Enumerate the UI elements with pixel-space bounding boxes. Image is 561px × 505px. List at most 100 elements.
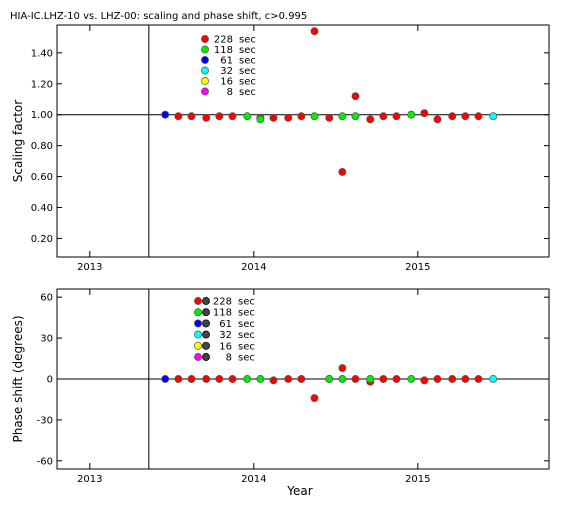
data-point [351, 112, 360, 121]
legend-marker [201, 56, 209, 64]
data-point [489, 112, 498, 121]
x-tick-label: 2015 [405, 262, 430, 273]
legend-marker [201, 66, 209, 75]
data-point [202, 375, 211, 383]
legend-marker-dark [202, 297, 210, 305]
data-point [433, 115, 442, 124]
data-point [379, 375, 388, 383]
y-tick-label: 0.40 [31, 203, 53, 214]
data-point [461, 112, 470, 121]
legend-label: 16 [220, 77, 233, 88]
legend-marker [201, 77, 209, 85]
legend-marker [194, 319, 202, 328]
y-tick-label: 0.60 [31, 172, 53, 183]
data-point [187, 375, 196, 383]
x-tick-label: 2014 [241, 474, 266, 485]
chart-title: HIA-IC.LHZ-10 vs. LHZ-00: scaling and ph… [10, 11, 307, 22]
data-point [420, 376, 429, 385]
legend-marker-dark [202, 353, 210, 361]
data-point [297, 375, 306, 383]
data-point [407, 375, 416, 383]
x-tick-label: 2015 [405, 474, 430, 485]
data-point [284, 113, 293, 122]
legend-label: 118 [213, 308, 232, 319]
data-point [433, 375, 442, 383]
legend-marker-dark [202, 330, 210, 339]
data-point [420, 109, 429, 118]
data-point [338, 112, 347, 121]
x-tick-label: 2013 [77, 474, 102, 485]
legend-unit: sec [239, 45, 256, 56]
data-point [325, 375, 334, 383]
data-point [187, 112, 196, 121]
data-point [202, 113, 211, 122]
y-axis-label: Phase shift (degrees) [11, 315, 25, 442]
phase-shift-panel: -60 -30 0 30 60 2013 2014 2015 Phase shift (degr… [11, 288, 550, 498]
legend-marker [201, 87, 209, 96]
plot-frame [56, 24, 550, 258]
legend-unit: sec [238, 297, 255, 308]
data-point [448, 375, 457, 383]
data-point [448, 112, 457, 121]
data-point [284, 375, 293, 383]
data-point [392, 375, 401, 383]
data-point [161, 375, 170, 383]
legend-marker [194, 308, 202, 317]
data-point [256, 375, 265, 383]
y-tick-label: 1.00 [31, 110, 53, 121]
legend-unit: sec [238, 330, 255, 341]
data-point [174, 112, 183, 121]
data-point [228, 112, 237, 121]
legend-label: 32 [220, 66, 233, 77]
legend-label: 32 [219, 330, 232, 341]
data-point [256, 115, 265, 124]
y-tick-label: 0.80 [31, 141, 53, 152]
x-axis-label: Year [286, 484, 312, 498]
legend-label: 8 [226, 353, 232, 364]
data-point [310, 112, 319, 121]
legend-unit: sec [238, 341, 255, 352]
data-point [351, 92, 360, 101]
x-tick-label: 2013 [77, 262, 102, 273]
data-point [310, 27, 319, 36]
legend-marker [194, 341, 202, 350]
data-point [161, 110, 170, 119]
y-tick-label: -60 [37, 456, 53, 467]
legend-label: 228 [213, 297, 232, 308]
data-point [379, 112, 388, 121]
y-tick-label: 60 [40, 293, 53, 304]
legend-unit: sec [239, 66, 256, 77]
data-point [392, 112, 401, 121]
x-tick-label: 2014 [241, 262, 266, 273]
data-point [228, 375, 237, 383]
legend-marker [194, 353, 202, 361]
y-tick-label: 0.20 [31, 234, 53, 245]
legend-label: 118 [214, 45, 233, 56]
legend-marker-dark [202, 308, 210, 317]
data-point [325, 113, 334, 122]
data-point [338, 375, 347, 383]
legend-label: 61 [219, 319, 232, 330]
y-tick-label: 30 [40, 334, 53, 345]
legend-unit: sec [238, 319, 255, 330]
legend-marker-dark [202, 319, 210, 328]
data-point [215, 375, 224, 383]
legend-label: 61 [220, 56, 233, 67]
legend-unit: sec [239, 56, 256, 67]
legend-marker [201, 45, 209, 54]
data-point [297, 112, 306, 121]
legend-unit: sec [239, 77, 256, 88]
y-axis-label: Scaling factor [11, 100, 25, 182]
data-point [474, 112, 483, 121]
data-point [269, 376, 278, 385]
data-point [243, 375, 252, 383]
data-point [310, 394, 319, 403]
legend-unit: sec [239, 35, 256, 46]
legend-unit: sec [238, 353, 255, 364]
legend-marker [194, 297, 202, 305]
data-point [489, 375, 498, 383]
data-point [366, 115, 375, 124]
y-tick-label: 1.40 [31, 48, 53, 59]
y-tick-label: 0 [47, 375, 53, 386]
